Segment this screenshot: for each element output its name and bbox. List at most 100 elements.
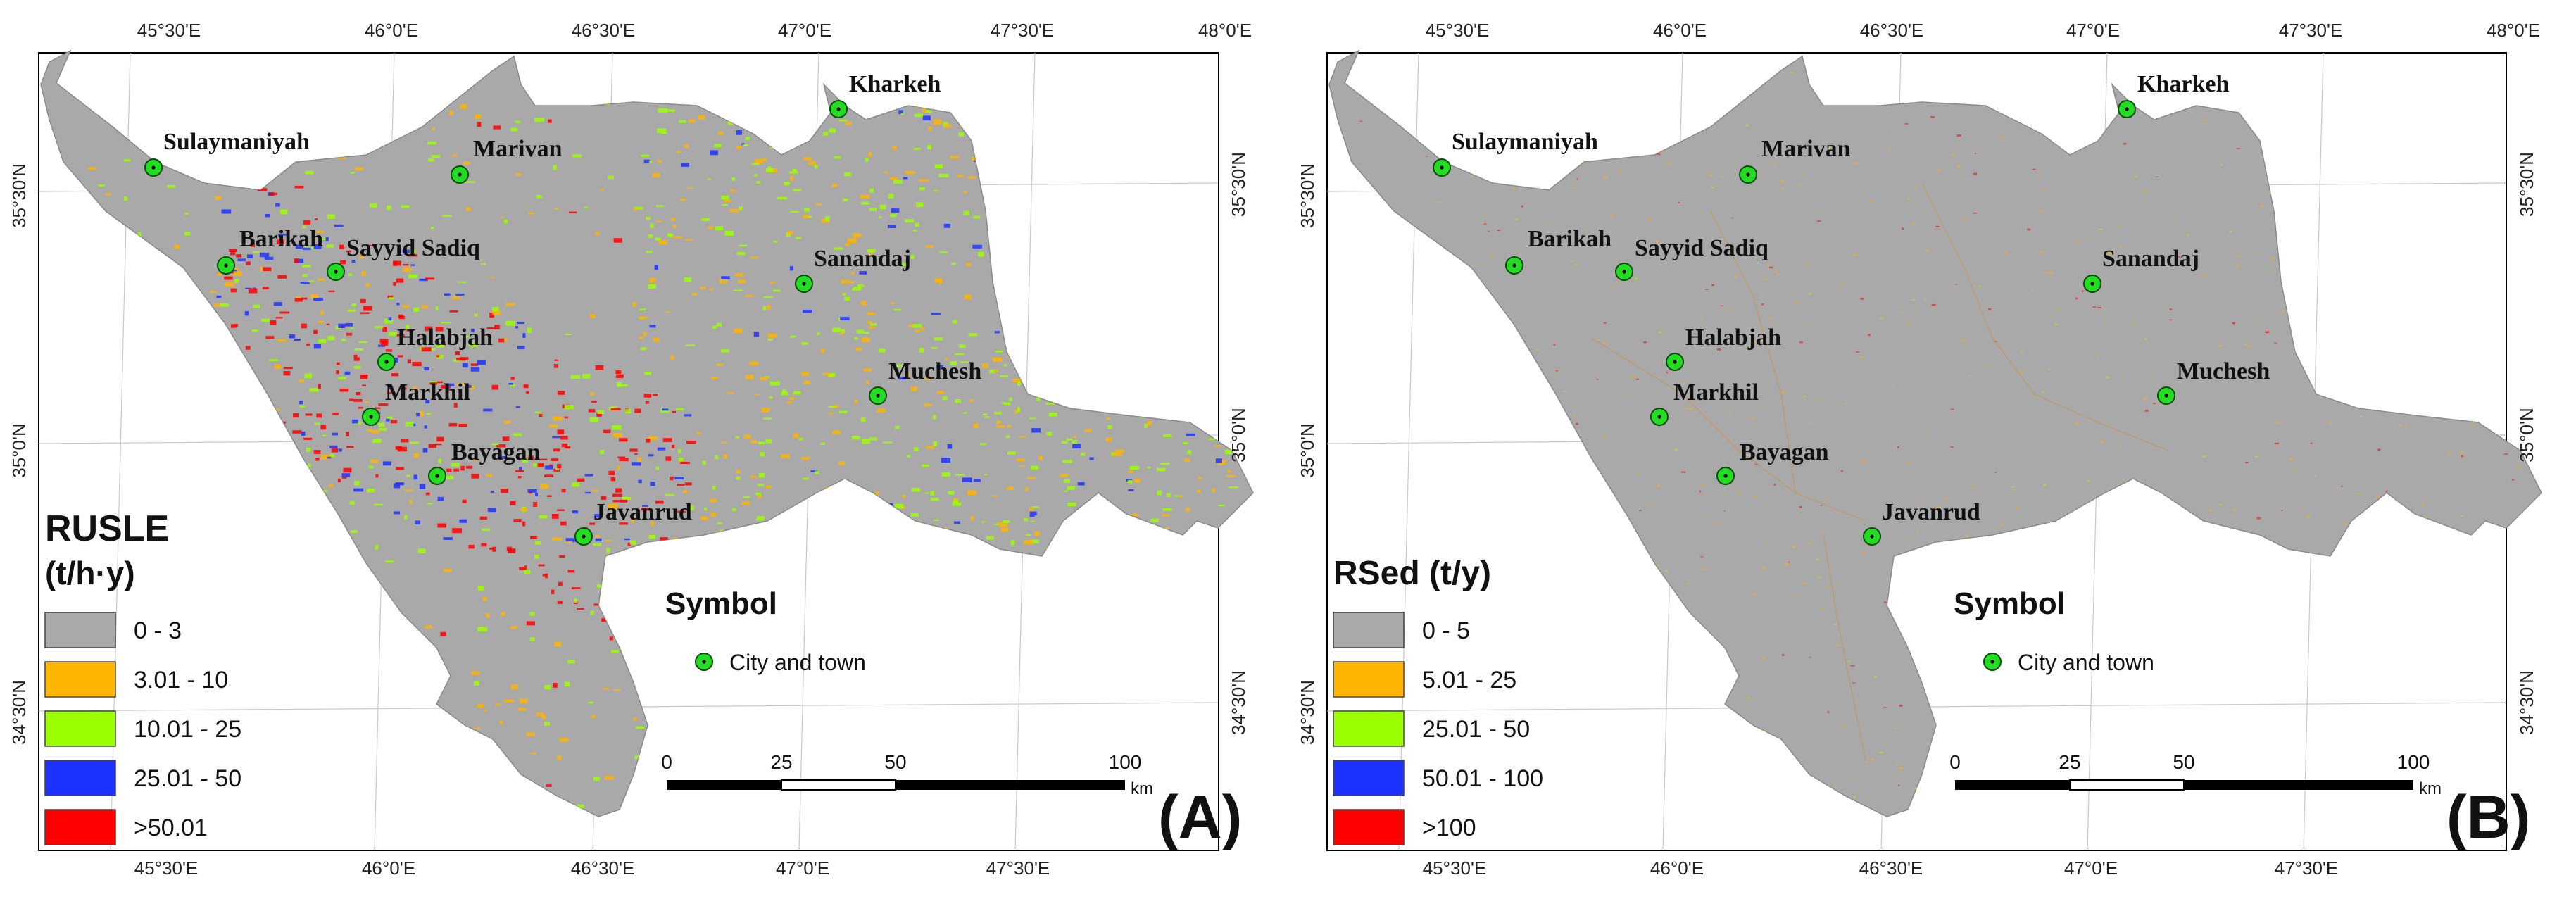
city-marker: Sulaymaniyah (144, 129, 310, 177)
erosion-cell (572, 154, 582, 158)
erosion-cell (396, 334, 405, 337)
erosion-cell (1198, 477, 1202, 479)
erosion-cell (677, 449, 681, 454)
sediment-cell (1603, 341, 1607, 344)
left-tick-label: 35°0'N (8, 423, 30, 478)
erosion-cell (667, 233, 674, 237)
sediment-cell (1649, 218, 1652, 220)
erosion-cell (684, 239, 693, 241)
erosion-cell (265, 214, 270, 218)
erosion-cell (351, 260, 356, 263)
erosion-cell (410, 249, 416, 253)
erosion-cell (260, 266, 264, 272)
erosion-cell (994, 411, 1002, 415)
erosion-cell (482, 597, 487, 601)
erosion-cell (641, 154, 649, 157)
sediment-cell (1861, 551, 1866, 553)
sediment-cell (2086, 238, 2090, 239)
sediment-cell (2315, 475, 2317, 477)
erosion-cell (522, 458, 529, 463)
erosion-cell (1226, 762, 1236, 767)
erosion-cell (593, 543, 602, 546)
erosion-cell (646, 217, 651, 220)
erosion-cell (803, 309, 812, 313)
erosion-cell (1016, 458, 1025, 462)
erosion-cell (313, 329, 318, 334)
erosion-cell (353, 354, 358, 358)
sediment-cell (2256, 321, 2258, 323)
erosion-cell (137, 232, 142, 237)
erosion-cell (253, 251, 260, 253)
erosion-cell (672, 410, 676, 413)
sediment-cell (1711, 284, 1714, 286)
erosion-cell (1112, 452, 1122, 456)
erosion-cell (526, 391, 530, 394)
erosion-cell (734, 273, 744, 277)
erosion-cell (637, 457, 642, 462)
erosion-cell (662, 438, 672, 442)
erosion-cell (588, 409, 596, 413)
erosion-cell (893, 180, 903, 184)
erosion-cell (568, 211, 577, 213)
erosion-cell (453, 403, 458, 408)
erosion-cell (595, 365, 604, 370)
erosion-cell (294, 258, 299, 263)
sediment-cell (1807, 422, 1811, 424)
erosion-cell (496, 444, 506, 448)
sediment-cell (2120, 479, 2123, 482)
erosion-cell (306, 343, 310, 346)
panel-label: (B) (2446, 784, 2530, 851)
erosion-cell (565, 334, 572, 335)
erosion-cell (803, 156, 812, 161)
sediment-cell (1700, 556, 1704, 558)
sediment-cell (2277, 313, 2280, 315)
erosion-cell (370, 459, 379, 463)
erosion-cell (340, 260, 346, 265)
sediment-cell (1866, 798, 1870, 800)
erosion-cell (275, 203, 280, 207)
erosion-cell (720, 349, 729, 353)
erosion-cell (924, 492, 929, 494)
erosion-cell (893, 365, 903, 367)
erosion-cell (715, 455, 719, 460)
legend-swatch (1333, 809, 1405, 845)
erosion-cell (356, 391, 361, 396)
sediment-cell (1702, 568, 1707, 570)
erosion-cell (462, 363, 468, 368)
erosion-cell (852, 288, 861, 291)
legend-class-label: 10.01 - 25 (134, 716, 241, 743)
sediment-cell (2275, 442, 2279, 445)
erosion-cell (662, 408, 669, 411)
bottom-tick-label: 46°30'E (571, 857, 635, 879)
erosion-cell (864, 332, 869, 334)
erosion-cell (808, 161, 817, 165)
legend-title: RSed (t/y) (1333, 555, 1491, 592)
erosion-cell (487, 508, 496, 513)
erosion-cell (596, 534, 600, 538)
erosion-cell (790, 266, 793, 271)
erosion-cell (754, 394, 760, 396)
erosion-cell (848, 238, 857, 244)
erosion-cell (982, 413, 988, 415)
erosion-cell (359, 254, 364, 258)
erosion-cell (727, 121, 734, 125)
erosion-cell (546, 784, 552, 787)
erosion-cell (458, 281, 467, 283)
sediment-cell (1711, 186, 1714, 189)
erosion-cell (1221, 350, 1228, 352)
erosion-cell (704, 507, 708, 511)
erosion-cell (941, 458, 951, 463)
erosion-cell (361, 270, 367, 276)
erosion-cell (690, 505, 694, 510)
erosion-cell (739, 206, 743, 210)
erosion-cell (344, 371, 351, 375)
erosion-cell (643, 332, 647, 336)
erosion-cell (930, 491, 935, 496)
sediment-cell (1868, 201, 1872, 203)
right-tick-label: 34°30'N (2516, 670, 2537, 735)
top-tick-label: 47°0'E (778, 20, 831, 41)
sediment-cell (2097, 307, 2101, 308)
erosion-cell (522, 333, 526, 338)
